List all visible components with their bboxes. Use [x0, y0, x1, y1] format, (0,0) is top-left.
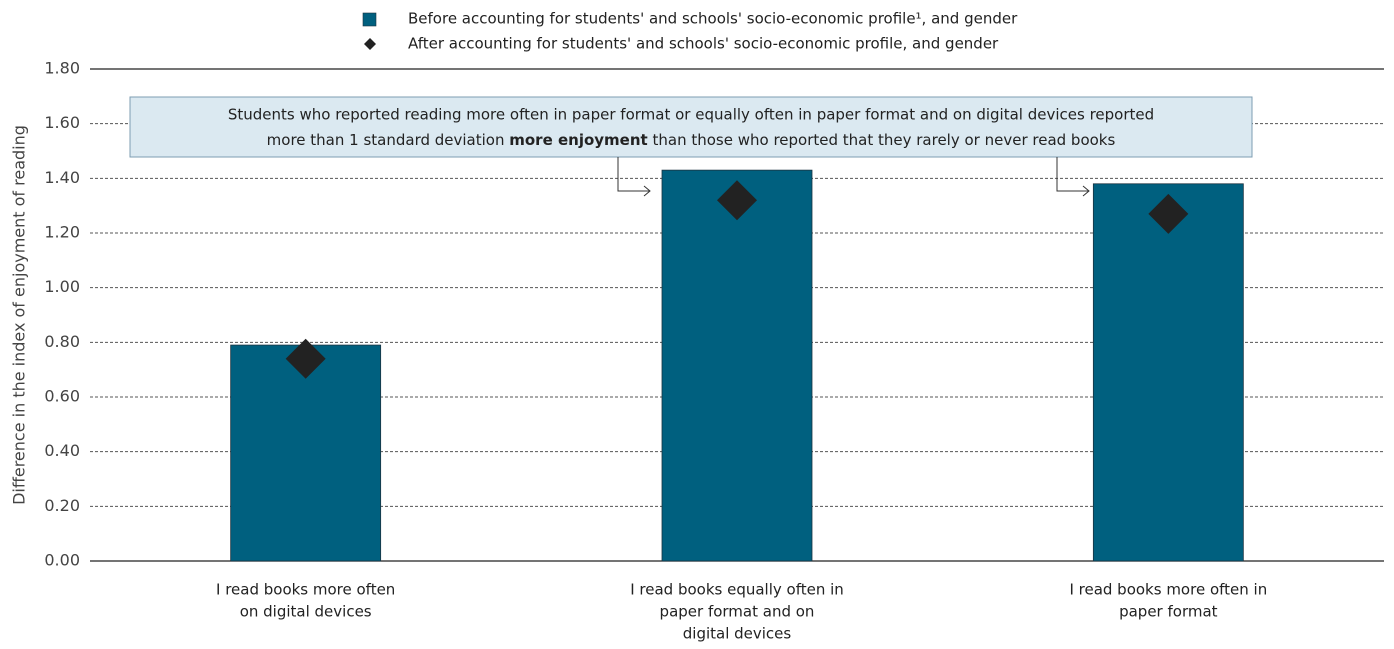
x-tick-label: on digital devices	[240, 603, 372, 621]
x-tick-label: I read books more often	[216, 581, 395, 599]
bar	[661, 169, 813, 562]
y-tick-label: 1.80	[44, 59, 80, 78]
y-axis-label: Difference in the index of enjoyment of …	[10, 125, 29, 505]
legend-swatch	[364, 38, 376, 50]
y-tick-label: 1.20	[44, 223, 80, 242]
annotation-line: Students who reported reading more often…	[228, 106, 1154, 124]
y-tick-label: 1.60	[44, 113, 80, 132]
diamond-marker	[1148, 193, 1189, 234]
y-tick-label: 0.00	[44, 551, 80, 570]
y-tick-label: 0.20	[44, 496, 80, 515]
legend-label: After accounting for students' and schoo…	[408, 35, 999, 53]
bar	[1092, 183, 1244, 562]
y-tick-label: 1.40	[44, 168, 80, 187]
annotation-bold: more enjoyment	[509, 131, 647, 149]
y-tick-label: 0.60	[44, 387, 80, 406]
annotation-box	[129, 96, 1253, 158]
x-tick-label: digital devices	[683, 625, 792, 643]
mark-layer	[230, 169, 1244, 562]
legend-swatch	[362, 12, 377, 27]
y-tick-label: 0.80	[44, 332, 80, 351]
x-tick-label: paper format	[1119, 603, 1218, 621]
diamond-marker	[285, 338, 326, 379]
annotation-line: more than 1 standard deviation more enjo…	[267, 131, 1116, 149]
y-tick-label: 1.00	[44, 277, 80, 296]
annotation-arrow	[1056, 157, 1090, 197]
x-tick-label: I read books equally often in	[630, 581, 844, 599]
x-tick-label: I read books more often in	[1069, 581, 1267, 599]
annotation-arrow	[617, 157, 651, 197]
x-tick-label: paper format and on	[660, 603, 815, 621]
annotation-text: more than 1 standard deviation	[267, 131, 510, 149]
diamond-marker	[717, 180, 757, 221]
y-tick-label: 0.40	[44, 441, 80, 460]
legend-label: Before accounting for students' and scho…	[408, 10, 1018, 28]
annotation-text: than those who reported that they rarely…	[648, 131, 1116, 149]
